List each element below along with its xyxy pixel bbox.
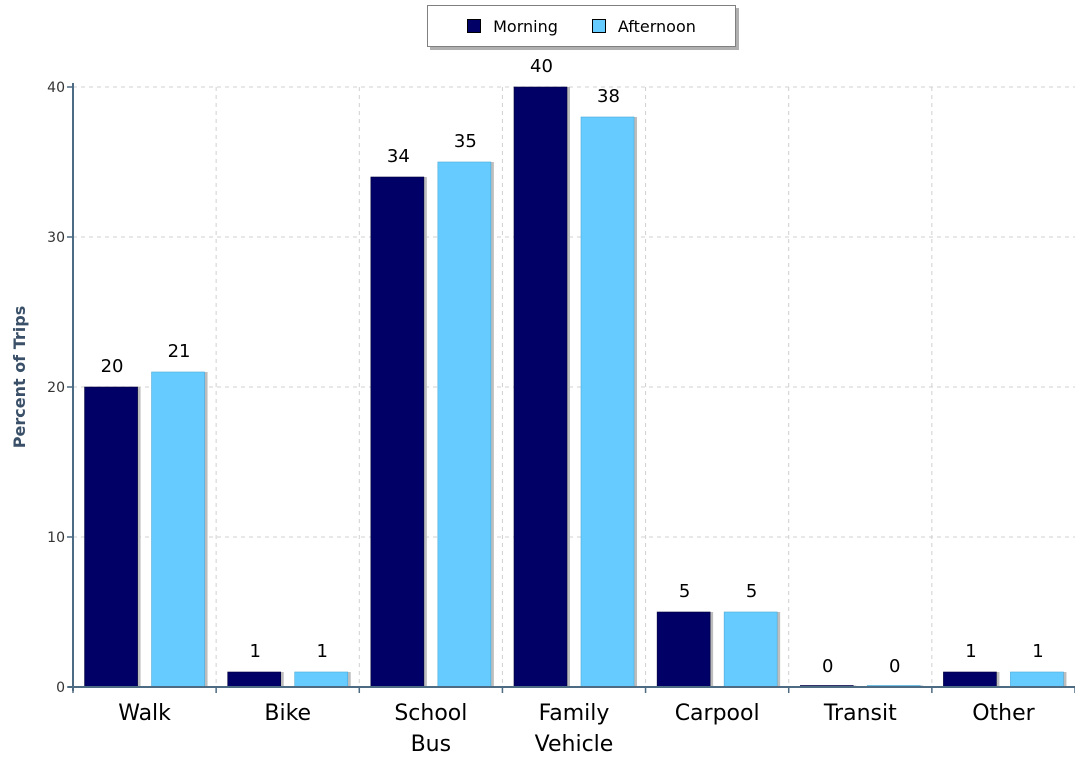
x-tick-label: Bike bbox=[264, 701, 311, 726]
bar-afternoon-bike bbox=[294, 671, 349, 688]
legend-swatch-afternoon bbox=[591, 19, 606, 33]
data-label: 20 bbox=[101, 356, 124, 377]
legend-entry-morning: Morning bbox=[467, 17, 558, 36]
bar-afternoon-school-bus bbox=[437, 161, 492, 688]
data-label: 5 bbox=[679, 581, 690, 602]
data-label: 21 bbox=[168, 341, 191, 362]
data-label: 1 bbox=[1032, 641, 1043, 662]
data-label: 0 bbox=[889, 656, 900, 677]
y-axis-title: Percent of Trips bbox=[10, 306, 29, 448]
legend-label-morning: Morning bbox=[493, 16, 558, 36]
grid-lines bbox=[73, 86, 1075, 687]
x-tick-label: Carpool bbox=[675, 701, 760, 726]
y-tick-label: 0 bbox=[56, 680, 65, 696]
data-label: 0 bbox=[822, 656, 833, 677]
data-label: 1 bbox=[249, 641, 260, 662]
x-tick-label: Walk bbox=[118, 701, 171, 726]
data-labels: 20 21 1 1 34 35 40 38 5 5 0 0 1 1 bbox=[101, 56, 1044, 677]
legend-swatch-morning bbox=[467, 19, 482, 33]
bar-morning-bike bbox=[227, 671, 282, 688]
data-label: 1 bbox=[316, 641, 327, 662]
bar-morning-walk bbox=[84, 386, 138, 688]
data-label: 40 bbox=[530, 56, 553, 77]
data-label: 5 bbox=[746, 581, 757, 602]
y-tick-label: 30 bbox=[47, 230, 65, 246]
bars bbox=[84, 86, 1067, 688]
bar-afternoon-carpool bbox=[723, 611, 778, 688]
bar-afternoon-other bbox=[1010, 671, 1064, 688]
data-label: 35 bbox=[454, 131, 477, 152]
data-label: 38 bbox=[597, 86, 620, 107]
legend-label-afternoon: Afternoon bbox=[617, 16, 696, 36]
bar-morning-other bbox=[943, 671, 997, 688]
x-tick-label: School Bus bbox=[394, 701, 467, 757]
x-tick-label: Family Vehicle bbox=[535, 701, 614, 757]
bar-afternoon-family-vehicle bbox=[580, 116, 635, 688]
x-tick-label: Transit bbox=[823, 701, 897, 726]
legend-entry-afternoon: Afternoon bbox=[591, 16, 696, 36]
data-label: 34 bbox=[387, 146, 410, 167]
data-label: 1 bbox=[965, 641, 976, 662]
x-tick-label: Other bbox=[972, 701, 1035, 726]
legend: Morning Afternoon bbox=[427, 5, 736, 47]
bar-afternoon-walk bbox=[151, 371, 205, 688]
bar-morning-carpool bbox=[656, 611, 711, 688]
y-tick-label: 10 bbox=[47, 530, 65, 546]
y-tick-label: 40 bbox=[47, 80, 65, 96]
y-tick-label: 20 bbox=[47, 380, 65, 396]
bar-morning-school-bus bbox=[370, 176, 425, 688]
bar-morning-family-vehicle bbox=[513, 86, 568, 688]
